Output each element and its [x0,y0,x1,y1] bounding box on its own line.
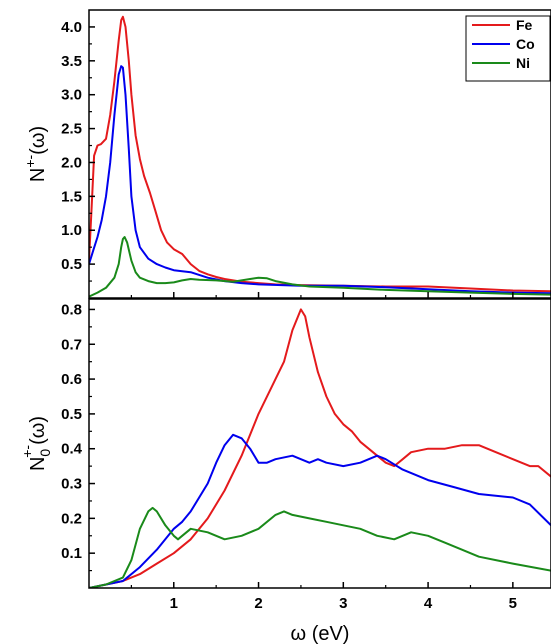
y-tick-label: 3.5 [61,53,82,70]
x-tick-label: 3 [339,595,347,612]
plot-frame [88,298,551,589]
series-line-ni [89,236,551,298]
series-line-fe [89,308,551,588]
y-tick-label: 3.0 [61,87,82,104]
x-tick-label: 4 [424,595,433,612]
legend-label-fe: Fe [516,17,533,33]
legend-label-co: Co [516,36,535,52]
y-axis-title: N+-(ω) [22,126,49,182]
y-tick-label: 0.2 [61,510,82,527]
series-group [89,15,551,298]
series-line-ni [89,506,551,588]
x-tick-label: 5 [509,595,517,612]
x-tick-label: 2 [254,595,262,612]
y-tick-label: 0.4 [61,441,83,458]
y-tick-label: 1.0 [61,222,82,239]
series-line-co [89,433,551,588]
plot-frame [88,9,551,299]
y-tick-label: 0.7 [61,336,82,353]
y-tick-label: 0.5 [61,406,82,423]
y-axis-title: N0+-(ω) [19,416,53,471]
y-tick-label: 2.5 [61,121,82,138]
bottom-panel: 0.1 0.2 0.3 0.4 0.5 0.6 0.7 0.8 1 2 3 4 5 N0+-(ω) ω (e… [19,298,551,644]
legend-label-ni: Ni [516,55,530,71]
y-tick-label: 0.3 [61,476,82,493]
y-tick-label: 0.8 [61,301,82,318]
x-axis-title: ω (eV) [291,623,350,644]
legend: Fe Co Ni [465,15,551,82]
y-tick-label: 1.5 [61,188,82,205]
y-tick-label: 0.6 [61,371,82,388]
y-tick-label: 2.0 [61,154,82,171]
series-line-co [89,65,551,295]
y-tick-label: 4.0 [61,19,82,36]
legend-box [465,15,551,82]
y-tick-label: 0.1 [61,545,82,562]
x-tick-label: 1 [170,595,178,612]
series-group [89,308,551,588]
top-panel: 0.5 1.0 1.5 2.0 2.5 3.0 3.5 4.0 N+-(ω) Fe Co Ni [22,9,551,299]
y-tick-label: 0.5 [61,256,82,273]
